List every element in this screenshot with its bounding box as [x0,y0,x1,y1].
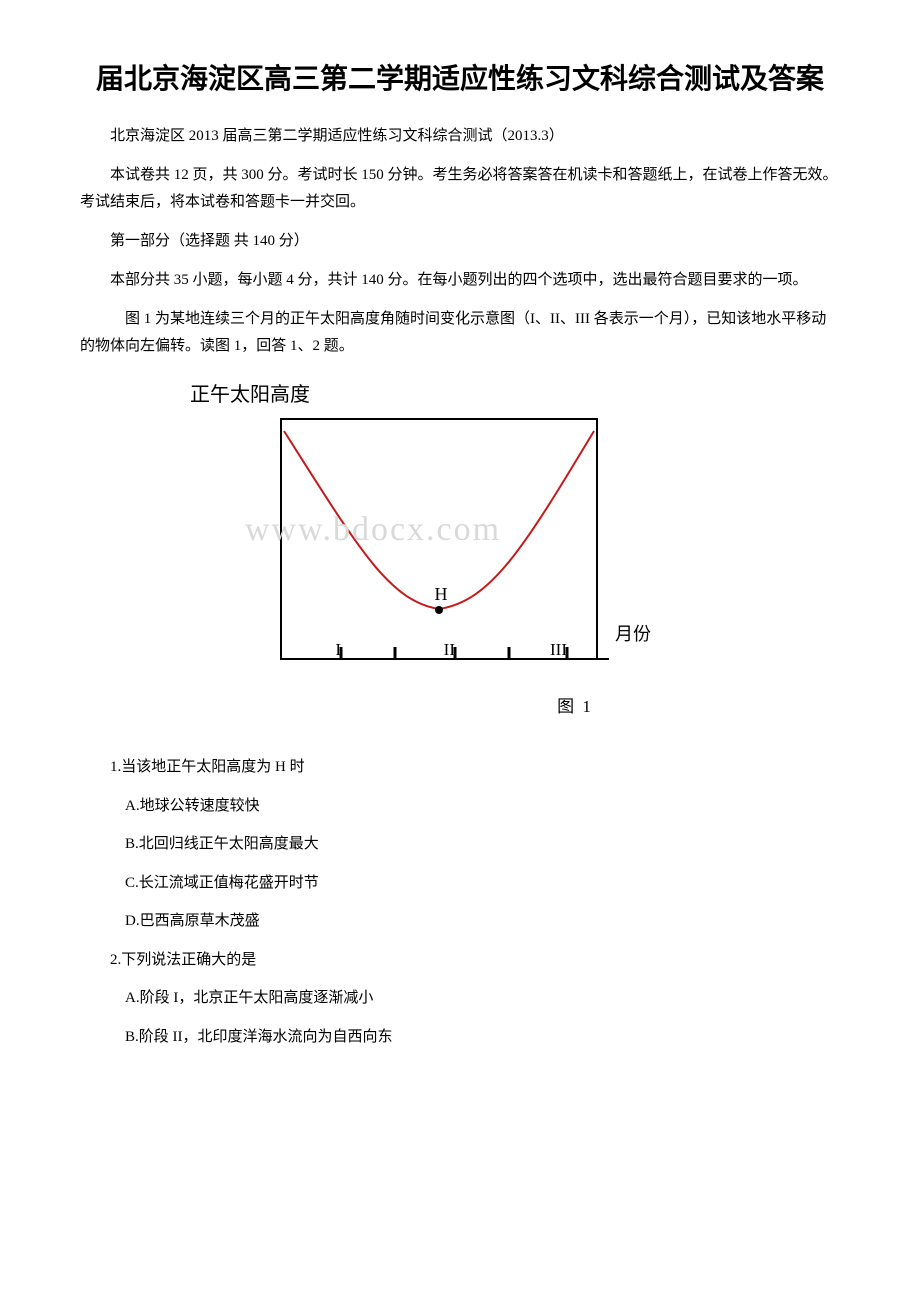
y-axis-label: 正午太阳高度 [190,378,310,407]
question-1-stem: 1.当该地正午太阳高度为 H 时 [80,753,840,782]
svg-text:I: I [335,640,341,659]
svg-text:II: II [444,640,456,659]
figure-1: 正午太阳高度 www.bdocx.com H IIIIII 月份 图 1 [80,378,840,745]
intro-paragraph-3: 本部分共 35 小题，每小题 4 分，共计 140 分。在每小题列出的四个选项中… [80,267,840,294]
question-1-option-d: D.巴西高原草木茂盛 [80,907,840,936]
chart-frame [281,419,597,659]
figure-caption: 图 1 [557,692,593,717]
x-axis-label: 月份 [615,620,651,646]
intro-paragraph-1: 北京海淀区 2013 届高三第二学期适应性练习文科综合测试（2013.3） [80,123,840,150]
question-1-option-c: C.长江流域正值梅花盛开时节 [80,869,840,898]
chart-area: www.bdocx.com H IIIIII [269,409,609,686]
question-1-option-b: B.北回归线正午太阳高度最大 [80,830,840,859]
page-title: 届北京海淀区高三第二学期适应性练习文科综合测试及答案 [80,60,840,99]
chart-svg: H IIIIII [269,409,609,681]
question-1-option-a: A.地球公转速度较快 [80,792,840,821]
figure-intro: 图 1 为某地连续三个月的正午太阳高度角随时间变化示意图（I、II、III 各表… [80,306,840,360]
svg-text:III: III [550,640,567,659]
chart-curve [284,431,594,609]
section-heading: 第一部分（选择题 共 140 分） [80,228,840,255]
point-h-marker [435,606,443,614]
point-h-label: H [435,584,448,604]
question-2-option-b: B.阶段 II，北印度洋海水流向为自西向东 [80,1023,840,1052]
intro-paragraph-2: 本试卷共 12 页，共 300 分。考试时长 150 分钟。考生务必将答案答在机… [80,162,840,216]
question-2-option-a: A.阶段 I，北京正午太阳高度逐渐减小 [80,984,840,1013]
question-2-stem: 2.下列说法正确大的是 [80,946,840,975]
x-axis-tick-labels: IIIIII [335,640,567,659]
